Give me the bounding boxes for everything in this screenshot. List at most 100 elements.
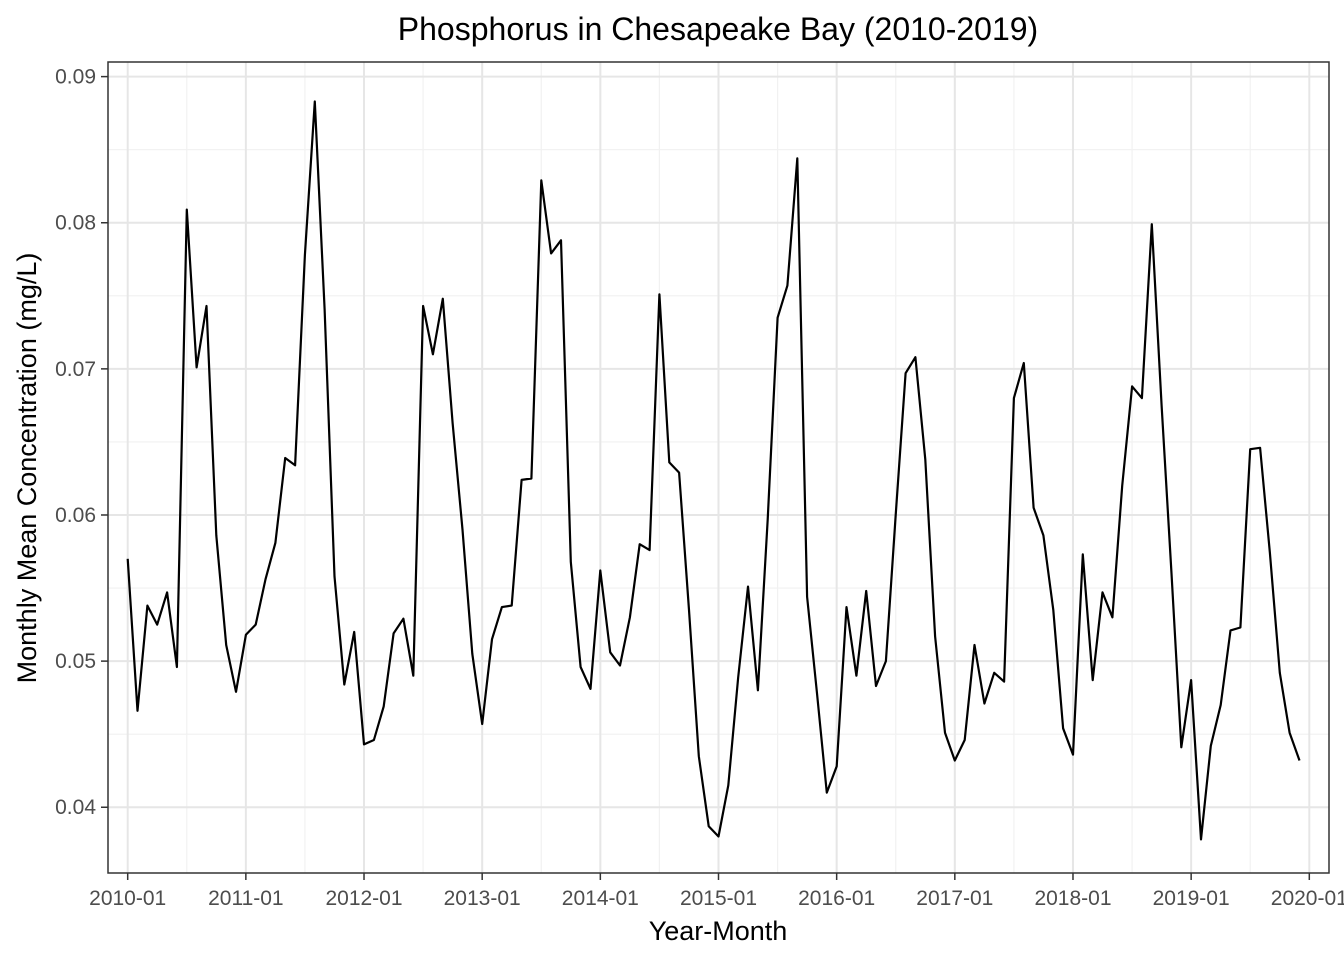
data-point <box>1210 745 1212 747</box>
data-point <box>481 723 483 725</box>
data-point <box>836 765 838 767</box>
data-point <box>1092 679 1094 681</box>
x-axis: 2010-01 2011-01 2012-01 2013-01 2014-01 2015-… <box>89 873 1344 910</box>
data-point <box>796 157 798 159</box>
data-point <box>1101 591 1103 593</box>
data-point <box>501 606 503 608</box>
data-point <box>1160 404 1162 406</box>
data-point <box>1062 727 1064 729</box>
data-point <box>609 651 611 653</box>
data-point <box>658 293 660 295</box>
data-point <box>845 606 847 608</box>
data-point <box>245 634 247 636</box>
data-point <box>146 604 148 606</box>
data-point <box>708 825 710 827</box>
data-point <box>1239 626 1241 628</box>
data-point <box>451 422 453 424</box>
x-tick-label: 2020-01 <box>1271 887 1344 910</box>
data-point <box>993 672 995 674</box>
data-point <box>274 542 276 544</box>
data-point <box>639 543 641 545</box>
data-point <box>353 631 355 633</box>
data-point <box>1298 759 1300 761</box>
chart-title: Phosphorus in Chesapeake Bay (2010-2019) <box>398 11 1038 47</box>
data-point <box>530 477 532 479</box>
x-tick-label: 2012-01 <box>325 887 402 910</box>
data-point <box>1259 447 1261 449</box>
data-point <box>304 254 306 256</box>
data-point <box>786 284 788 286</box>
data-point <box>373 739 375 741</box>
data-point <box>648 549 650 551</box>
data-point <box>1170 572 1172 574</box>
data-point <box>964 739 966 741</box>
data-point <box>432 353 434 355</box>
data-point <box>383 705 385 707</box>
data-point <box>885 660 887 662</box>
data-point <box>1111 616 1113 618</box>
data-point <box>629 616 631 618</box>
data-point <box>323 308 325 310</box>
data-point <box>235 691 237 693</box>
y-tick-label: 0.05 <box>55 650 96 673</box>
data-point <box>895 514 897 516</box>
data-point <box>767 518 769 520</box>
data-point <box>1200 838 1202 840</box>
data-point <box>816 692 818 694</box>
x-tick-label: 2011-01 <box>208 887 284 910</box>
data-point <box>215 534 217 536</box>
data-point <box>402 618 404 620</box>
x-axis-title: Year-Month <box>649 916 788 946</box>
data-point <box>442 298 444 300</box>
line-layer <box>126 100 1301 841</box>
data-point <box>1151 223 1153 225</box>
x-tick-label: 2017-01 <box>916 887 993 910</box>
y-axis-title: Monthly Mean Concentration (mg/L) <box>12 253 42 684</box>
data-point <box>924 458 926 460</box>
data-point <box>205 305 207 307</box>
data-point <box>954 759 956 761</box>
data-point <box>1072 753 1074 755</box>
data-point <box>855 675 857 677</box>
data-point <box>560 239 562 241</box>
data-point <box>1052 609 1054 611</box>
y-tick-label: 0.08 <box>55 212 96 235</box>
data-point <box>737 676 739 678</box>
data-point <box>717 835 719 837</box>
data-point <box>1013 397 1015 399</box>
data-point <box>284 457 286 459</box>
data-point <box>1141 397 1143 399</box>
y-tick-label: 0.04 <box>55 796 96 819</box>
data-point <box>540 179 542 181</box>
data-point <box>1032 507 1034 509</box>
data-point <box>599 569 601 571</box>
data-point <box>1288 732 1290 734</box>
data-point <box>264 578 266 580</box>
data-point <box>944 732 946 734</box>
y-tick-label: 0.09 <box>55 66 96 89</box>
data-point <box>136 710 138 712</box>
data-point <box>255 623 257 625</box>
data-point <box>550 252 552 254</box>
data-point <box>1249 448 1251 450</box>
data-point <box>1131 385 1133 387</box>
data-point <box>1180 746 1182 748</box>
data-point <box>1190 679 1192 681</box>
data-point <box>314 100 316 102</box>
data-point <box>225 644 227 646</box>
data-point <box>1220 704 1222 706</box>
data-point <box>776 317 778 319</box>
y-axis: 0.04 0.05 0.06 0.07 0.08 0.09 <box>55 66 108 819</box>
data-point <box>747 585 749 587</box>
data-point <box>412 675 414 677</box>
data-point <box>166 591 168 593</box>
data-point <box>1279 672 1281 674</box>
data-point <box>875 685 877 687</box>
data-point <box>973 644 975 646</box>
data-point <box>127 558 129 560</box>
data-point <box>1229 629 1231 631</box>
data-point <box>934 635 936 637</box>
data-point <box>511 604 513 606</box>
